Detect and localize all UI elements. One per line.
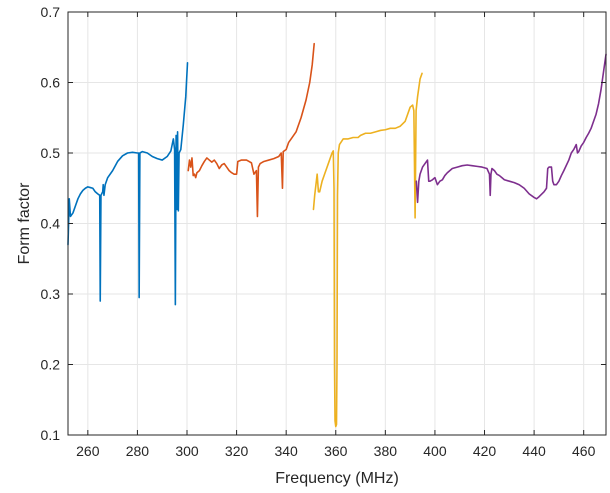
x-tick-label: 420 <box>473 443 497 459</box>
series-line-4 <box>415 53 607 204</box>
axis-ticks: 260 280 300 320 340 360 380 400 420 440 460 0.1 0.2 0… <box>41 4 606 459</box>
y-tick-label: 0.2 <box>41 357 61 373</box>
y-tick-label: 0.3 <box>41 286 61 302</box>
x-tick-label: 360 <box>324 443 348 459</box>
series-line-3 <box>312 72 423 428</box>
y-tick-label: 0.5 <box>41 145 61 161</box>
x-tick-label: 460 <box>572 443 596 459</box>
x-tick-label: 440 <box>522 443 546 459</box>
x-tick-label: 340 <box>274 443 298 459</box>
series-group <box>67 42 607 428</box>
y-tick-label: 0.1 <box>41 427 61 443</box>
x-tick-label: 280 <box>126 443 150 459</box>
series-line-2 <box>187 42 315 218</box>
x-tick-label: 260 <box>76 443 100 459</box>
x-axis-label: Frequency (MHz) <box>275 470 399 487</box>
series-line-1 <box>67 61 189 306</box>
y-tick-label: 0.6 <box>41 75 61 91</box>
x-tick-label: 400 <box>423 443 447 459</box>
y-tick-label: 0.4 <box>41 216 61 232</box>
x-tick-label: 320 <box>225 443 249 459</box>
x-tick-label: 380 <box>374 443 398 459</box>
x-tick-label: 300 <box>175 443 199 459</box>
y-tick-label: 0.7 <box>41 4 61 20</box>
y-axis-label: Form factor <box>16 182 33 264</box>
